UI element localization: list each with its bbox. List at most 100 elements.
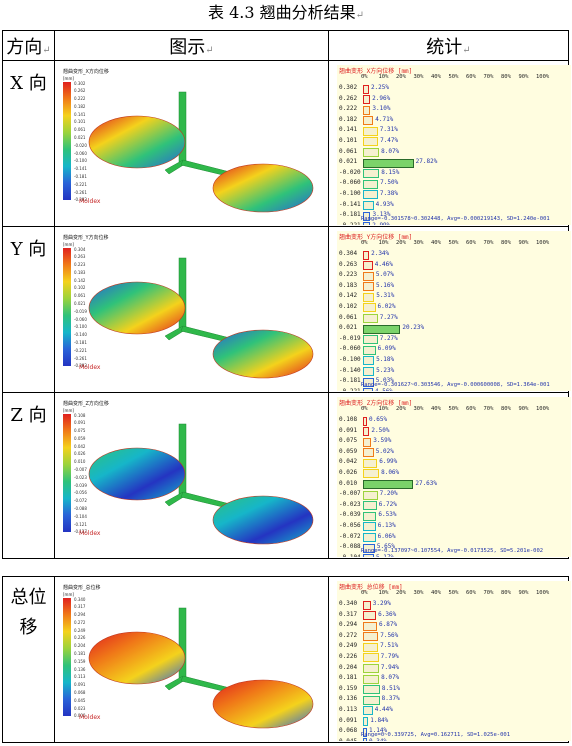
bin-label: 0.249 [339, 642, 358, 650]
bin-label: 0.222 [339, 105, 358, 113]
percent-tick: 70% [483, 74, 494, 80]
color-legend-ticks: 0.304 0.263 0.223 0.183 0.142 0.102 0.061 0.021… [74, 246, 87, 369]
bar-value-label: 20.23% [402, 324, 425, 332]
bin-label: -0.140 [339, 366, 361, 374]
histogram-bar [363, 554, 375, 557]
percent-tick: 60% [466, 74, 476, 80]
histogram-bar [363, 179, 379, 189]
bar-value-label: 0.65% [369, 416, 388, 423]
percent-tick: 60% [466, 240, 476, 246]
percent-tick: 50% [448, 74, 459, 80]
bar-value-label: 3.59% [373, 437, 392, 445]
histogram-bar [363, 116, 374, 126]
bin-label: -0.023 [339, 500, 361, 508]
stats-title: 翘曲变形_X方向位移 [mm] [339, 68, 413, 75]
histogram-bar [363, 533, 376, 543]
histogram-bar [363, 437, 372, 447]
color-legend-ticks: 0.302 0.262 0.222 0.182 0.141 0.101 0.061 0.021… [74, 80, 87, 203]
table-row: Z 向 翘曲变形_Z方向位移 [mm] 0.108 0.091 0.075 0.059 0.… [2, 392, 571, 559]
stats-panel: 翘曲变形_X方向位移 [mm] 0% 10% 20% 30% 40% 50% 60% 70% 80… [337, 65, 571, 225]
bin-label: 0.141 [339, 126, 358, 134]
part-disc [212, 329, 314, 378]
warpage-image: 翘曲变形_Z方向位移 [mm] 0.108 0.091 0.075 0.059 0.042 0… [55, 396, 317, 556]
histogram-bar [363, 137, 379, 147]
sim-title: 翘曲变形_总位移 [63, 584, 101, 591]
stats-panel: 翘曲变形_Y方向位移 [mm] 0% 10% 20% 30% 40% 50% 60% 70% 80… [337, 231, 571, 391]
color-legend-ticks: 0.108 0.091 0.075 0.059 0.042 0.026 0.010 -0.00… [74, 412, 87, 535]
bar-value-label: 6.09% [377, 345, 396, 353]
bar-value-label: 7.27% [379, 334, 398, 342]
histogram-bar [363, 261, 373, 271]
bin-label: 0.223 [339, 271, 358, 279]
range-summary: Range=-0.301578~0.302448, Avg=-0.0002191… [361, 216, 550, 222]
bin-label: 0.045 [339, 738, 361, 741]
bar-value-label: 7.51% [380, 642, 399, 650]
bin-label: 0.021 [339, 324, 358, 332]
part-disc [88, 447, 186, 500]
histogram-bar [363, 314, 378, 324]
percent-tick: 30% [413, 240, 424, 246]
percent-tick: 60% [466, 590, 476, 596]
bin-label: 0.061 [339, 147, 358, 155]
percent-tick: 20% [396, 406, 406, 412]
bar-value-label: 7.31% [379, 126, 398, 134]
histogram-bar [363, 621, 378, 631]
bar-value-label: 5.07% [375, 271, 394, 279]
bin-label: -0.221 [339, 222, 361, 225]
bin-label: -0.039 [339, 511, 361, 519]
bin-label: -0.072 [339, 532, 361, 540]
percent-tick: 40% [431, 74, 441, 80]
histogram-bar [363, 427, 370, 437]
sim-cell: 翘曲变形_Y方向位移 [mm] 0.304 0.263 0.223 0.183 0.142 0… [54, 226, 329, 393]
histogram-bar [363, 664, 379, 674]
bin-label: 0.302 [339, 84, 358, 91]
bin-label: -0.100 [339, 355, 361, 363]
part-disc [212, 495, 314, 544]
bar-value-label: 6.72% [378, 500, 397, 508]
sim-cell: 翘曲变形_X方向位移 [mm] 0.302 0.262 0.222 0.182 0.141 0… [54, 60, 329, 227]
bar-value-label: 7.47% [380, 136, 399, 144]
range-summary: Range=-0.301627~0.303546, Avg=-0.0006000… [361, 382, 550, 388]
bar-value-label: 2.99% [372, 222, 390, 225]
bar-value-label: 7.27% [379, 313, 398, 321]
bin-label: 0.102 [339, 302, 358, 310]
bar-value-label: 0.34% [369, 738, 387, 741]
moldex-logo: Moldex [79, 363, 101, 371]
header-stats: 统计↵ [328, 30, 569, 61]
stats-title: 翘曲变形_总位移 [mm] [339, 584, 403, 591]
bar-value-label: 6.13% [377, 521, 396, 529]
histogram-bar [363, 105, 371, 115]
percent-tick: 0% [361, 74, 368, 80]
histogram-bar [363, 377, 374, 387]
part-disc [88, 115, 186, 168]
bin-label: -0.088 [339, 543, 361, 551]
percent-tick: 10% [378, 406, 389, 412]
histogram-bar [363, 95, 371, 105]
stats-title: 翘曲变形_Z方向位移 [mm] [339, 400, 413, 407]
bar-value-label: 5.17% [376, 554, 394, 557]
table-row: Y 向 翘曲变形_Y方向位移 [mm] 0.304 0.263 0.223 0.183 0.… [2, 226, 571, 393]
warpage-model [88, 257, 314, 378]
histogram-bar [363, 292, 375, 302]
percent-tick: 70% [483, 590, 494, 596]
bar-value-label: 27.82% [415, 158, 438, 166]
percent-tick: 90% [518, 240, 529, 246]
bar-value-label: 7.38% [379, 189, 398, 197]
bar-value-label: 3.10% [372, 105, 391, 113]
percent-tick: 10% [378, 240, 389, 246]
percent-tick: 100% [536, 590, 550, 596]
percent-tick: 70% [483, 240, 494, 246]
bar-value-label: 5.16% [376, 281, 395, 289]
percent-tick: 30% [413, 74, 424, 80]
percent-tick: 20% [396, 590, 406, 596]
histogram-bar [363, 126, 378, 136]
color-legend-bar [63, 81, 71, 200]
percent-tick: 80% [501, 240, 511, 246]
bin-label: 0.068 [339, 727, 358, 735]
bar-value-label: 6.53% [378, 511, 397, 519]
stats-cell: 翘曲变形_X方向位移 [mm] 0% 10% 20% 30% 40% 50% 60% 70% 80… [328, 60, 571, 227]
bar-value-label: 3.29% [372, 600, 391, 607]
bin-label: -0.020 [339, 168, 361, 176]
bin-label: -0.060 [339, 345, 361, 353]
histogram-bar [363, 469, 380, 479]
